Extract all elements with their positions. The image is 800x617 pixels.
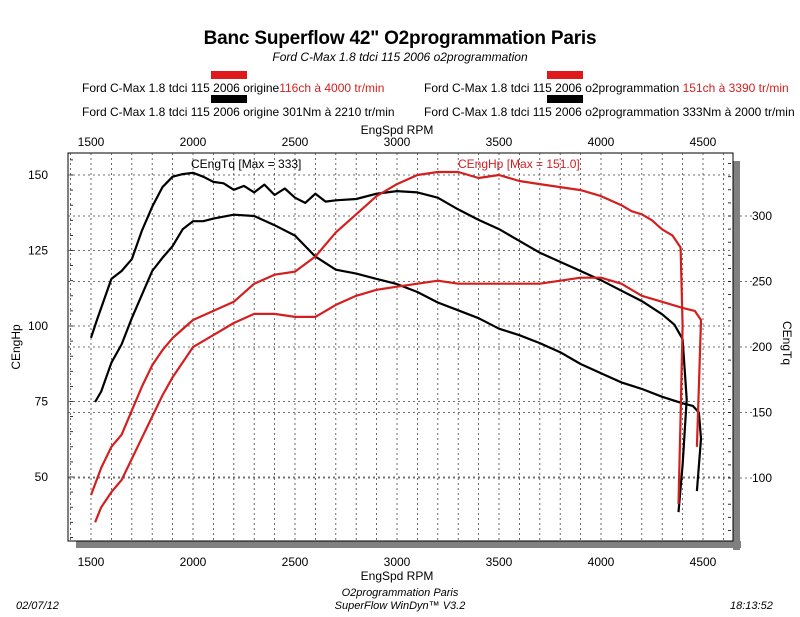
y-right-tick-label: 300	[752, 209, 772, 223]
y-left-tick-label: 75	[35, 395, 49, 409]
legend-item-origine-tq: Ford C-Max 1.8 tdci 115 2006 origine 301…	[82, 105, 395, 119]
x-tick-label-top: 2500	[282, 135, 309, 149]
series-line-2	[89, 170, 684, 505]
axis-labels: 1500 1500 2000 2000 2500 2500 3000 3000 3500 3500…	[9, 123, 794, 583]
legend-swatch-o2p-hp	[547, 71, 583, 79]
footer-date: 02/07/12	[16, 600, 59, 612]
x-tick-label-bottom: 1500	[78, 555, 105, 569]
legend-item-origine-hp: Ford C-Max 1.8 tdci 115 2006 origine116c…	[82, 81, 384, 95]
legend-swatch-origine-tq	[211, 95, 247, 103]
legend-swatch-o2p-tq	[547, 95, 583, 103]
y-right-tick-label: 250	[752, 275, 772, 289]
x-tick-label-top: 4500	[690, 135, 717, 149]
y-left-tick-label: 50	[35, 470, 49, 484]
x-tick-label-top: 2000	[180, 135, 207, 149]
annotation-power-max: CEngHp [Max = 151.0]	[458, 157, 580, 171]
curves	[89, 170, 703, 523]
legend-swatch-origine-hp	[211, 71, 247, 79]
x-tick-label-bottom: 2500	[282, 555, 309, 569]
x-axis-title-bottom: EngSpd RPM	[361, 569, 434, 583]
y-left-tick-label: 125	[28, 244, 48, 258]
y-left-tick-label: 150	[28, 168, 48, 182]
plot-shadow	[76, 161, 741, 550]
legend-item-o2p-tq: Ford C-Max 1.8 tdci 115 2006 o2programma…	[424, 105, 795, 119]
y-left-axis-title: CEngHp	[9, 324, 23, 370]
series-line-3	[94, 276, 703, 523]
legend-value: 116ch à 4000 tr/min	[279, 81, 385, 95]
x-tick-label-top: 1500	[78, 135, 105, 149]
y-right-axis-title: CEngTq	[780, 321, 794, 365]
legend-value: 151ch à 3390 tr/min	[682, 81, 789, 95]
x-tick-label-bottom: 3500	[486, 555, 513, 569]
footer-time: 18:13:52	[730, 600, 773, 612]
series-line-0	[89, 171, 688, 513]
x-tick-label-bottom: 4000	[588, 555, 615, 569]
x-tick-label-bottom: 4500	[690, 555, 717, 569]
annotation-torque-max: CEngTq [Max = 333]	[191, 157, 301, 171]
chart-title: Banc Superflow 42" O2programmation Paris	[203, 28, 597, 49]
y-right-tick-label: 200	[752, 340, 772, 354]
x-tick-label-top: 3500	[486, 135, 513, 149]
y-right-tick-label: 150	[752, 406, 772, 420]
x-tick-label-top: 3000	[384, 135, 411, 149]
chart-subtitle: Ford C-Max 1.8 tdci 115 2006 o2programma…	[272, 50, 528, 64]
footer-company: O2programmation Paris	[341, 587, 459, 599]
frame-shadow-bottom	[76, 541, 741, 548]
legend-label: Ford C-Max 1.8 tdci 115 2006 origine	[82, 81, 280, 95]
y-right-tick-label: 100	[752, 471, 772, 485]
axes	[70, 159, 753, 538]
series-line-1	[94, 213, 703, 492]
frame-shadow-right	[733, 161, 740, 550]
y-left-tick-label: 100	[28, 319, 48, 333]
footer-software: SuperFlow WinDyn™ V3.2	[334, 600, 466, 612]
x-tick-label-top: 4000	[588, 135, 615, 149]
x-axis-title-top: EngSpd RPM	[361, 123, 434, 137]
x-tick-label-bottom: 3000	[384, 555, 411, 569]
x-tick-label-bottom: 2000	[180, 555, 207, 569]
legend-item-o2p-hp: Ford C-Max 1.8 tdci 115 2006 o2programma…	[424, 81, 789, 95]
legend-label: Ford C-Max 1.8 tdci 115 2006 o2programma…	[424, 81, 680, 95]
